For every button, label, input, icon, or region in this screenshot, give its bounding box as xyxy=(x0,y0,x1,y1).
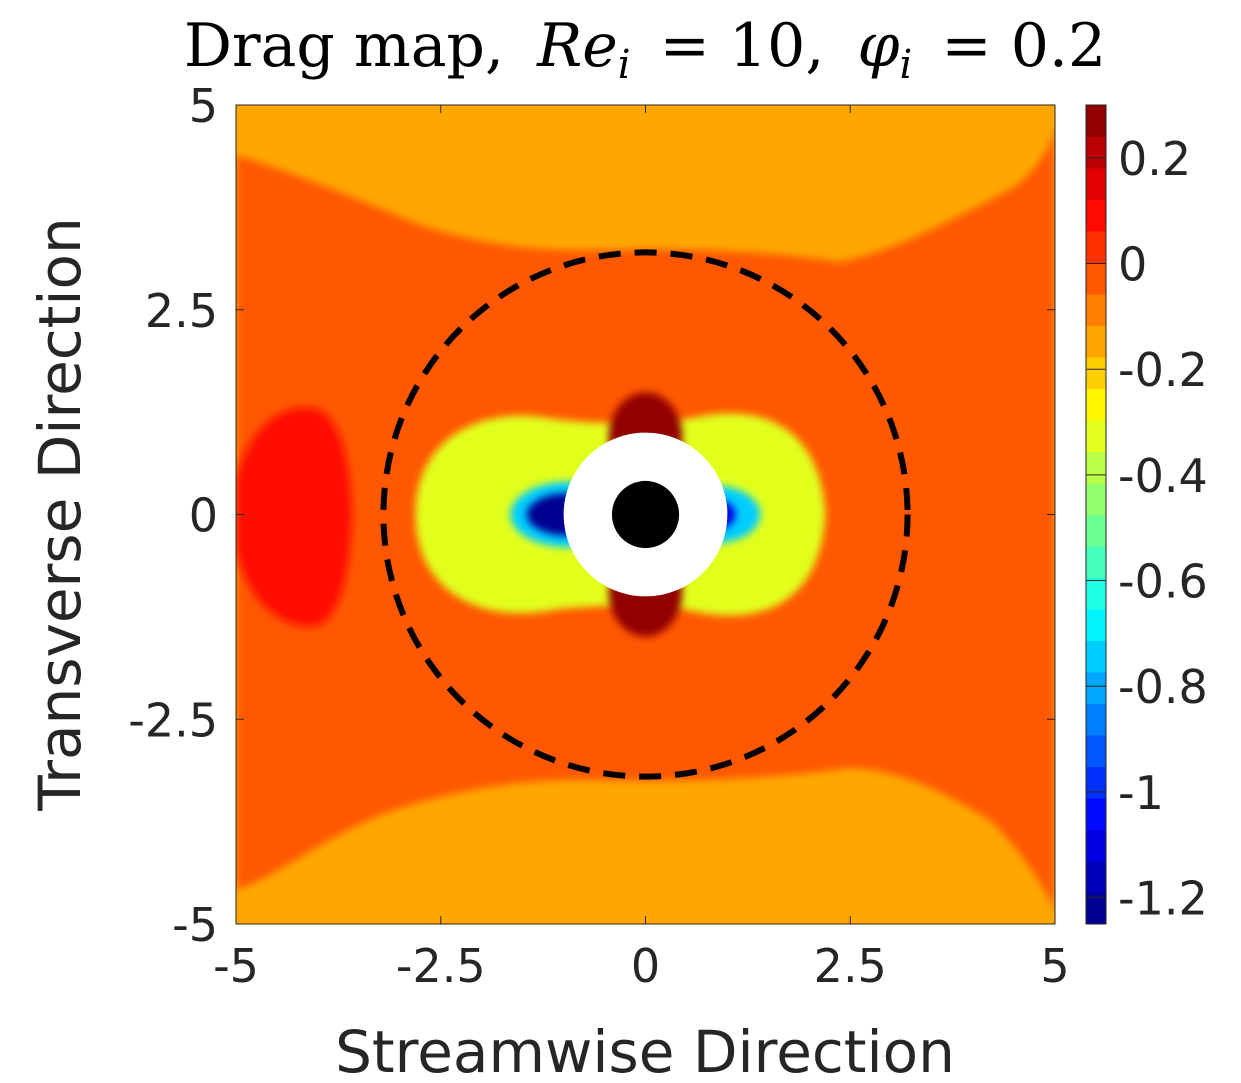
y-tick-label: 0 xyxy=(189,489,218,543)
colorbar-level xyxy=(1086,388,1106,421)
y-axis: -5 -2.5 0 2.5 5 xyxy=(128,79,1055,952)
colorbar-tick-label: -0.6 xyxy=(1118,555,1208,609)
colorbar-tick-label: 0 xyxy=(1118,238,1147,292)
colorbar-tick-label: -0.8 xyxy=(1118,660,1208,714)
colorbar-tick-label: -1 xyxy=(1118,766,1164,820)
colorbar-tick-label: 0.2 xyxy=(1118,132,1191,186)
y-tick-label: -5 xyxy=(172,898,218,952)
colorbar-level xyxy=(1086,451,1106,484)
colorbar-level xyxy=(1086,262,1106,295)
colorbar-level xyxy=(1086,546,1106,578)
title-re-symbol: Re xyxy=(536,11,618,81)
colorbar-level xyxy=(1086,325,1106,358)
particle xyxy=(611,480,680,549)
colorbar-level xyxy=(1086,829,1106,862)
colorbar-level xyxy=(1086,861,1106,893)
y-tick-label: -2.5 xyxy=(128,693,218,747)
colorbar-level xyxy=(1086,703,1106,736)
dashed-circle xyxy=(380,249,911,780)
y-axis-label: Transverse Direction xyxy=(26,217,94,811)
colorbar-tick-label: -0.2 xyxy=(1118,343,1208,397)
x-tick-label: 0 xyxy=(631,939,660,993)
title-phi-value: = 0.2 xyxy=(941,11,1106,81)
colorbar: 0.2 0 -0.2 -0.4 -0.6 -0.8 -1 -1.2 xyxy=(1085,104,1208,926)
colorbar-tick-label: -0.4 xyxy=(1118,449,1208,503)
x-tick-label: -2.5 xyxy=(396,939,486,993)
colorbar-level xyxy=(1086,640,1106,673)
colorbar-level xyxy=(1086,136,1106,169)
colorbar-level xyxy=(1086,168,1106,200)
colorbar-level xyxy=(1086,199,1106,232)
colorbar-level xyxy=(1086,609,1106,641)
colorbar-level xyxy=(1086,672,1106,704)
title-prefix: Drag map, xyxy=(184,11,504,81)
contour-plot-area xyxy=(236,105,1055,924)
x-tick-label: 2.5 xyxy=(814,939,887,993)
colorbar-level xyxy=(1086,798,1106,830)
colorbar-level xyxy=(1086,420,1106,452)
colorbar-level xyxy=(1086,483,1106,515)
title-phi-subscript: i xyxy=(900,42,913,88)
title-re-value: = 10, xyxy=(660,11,825,81)
x-axis-label: Streamwise Direction xyxy=(335,1018,955,1083)
colorbar-level xyxy=(1086,735,1106,767)
chart-title: Drag map, Rei = 10, φi = 0.2 xyxy=(184,11,1106,93)
y-tick-label: 2.5 xyxy=(145,284,218,338)
x-tick-label: -5 xyxy=(213,939,259,993)
title-re-subscript: i xyxy=(618,42,631,88)
x-tick-label: 5 xyxy=(1040,939,1069,993)
x-axis: -5 -2.5 0 2.5 5 xyxy=(213,105,1070,993)
colorbar-level xyxy=(1086,766,1106,799)
colorbar-level xyxy=(1086,892,1106,925)
colorbar-level xyxy=(1086,231,1106,263)
title-phi-symbol: φ xyxy=(858,11,900,81)
colorbar-level xyxy=(1086,577,1106,610)
upstream-red-lobe xyxy=(236,407,352,627)
colorbar-tick-label: -1.2 xyxy=(1118,872,1208,926)
colorbar-frame xyxy=(1085,104,1107,925)
colorbar-level xyxy=(1086,357,1106,389)
colorbar-level xyxy=(1086,514,1106,547)
colorbar-level xyxy=(1086,294,1106,326)
colorbar-level xyxy=(1086,105,1106,137)
y-tick-label: 5 xyxy=(189,79,218,133)
